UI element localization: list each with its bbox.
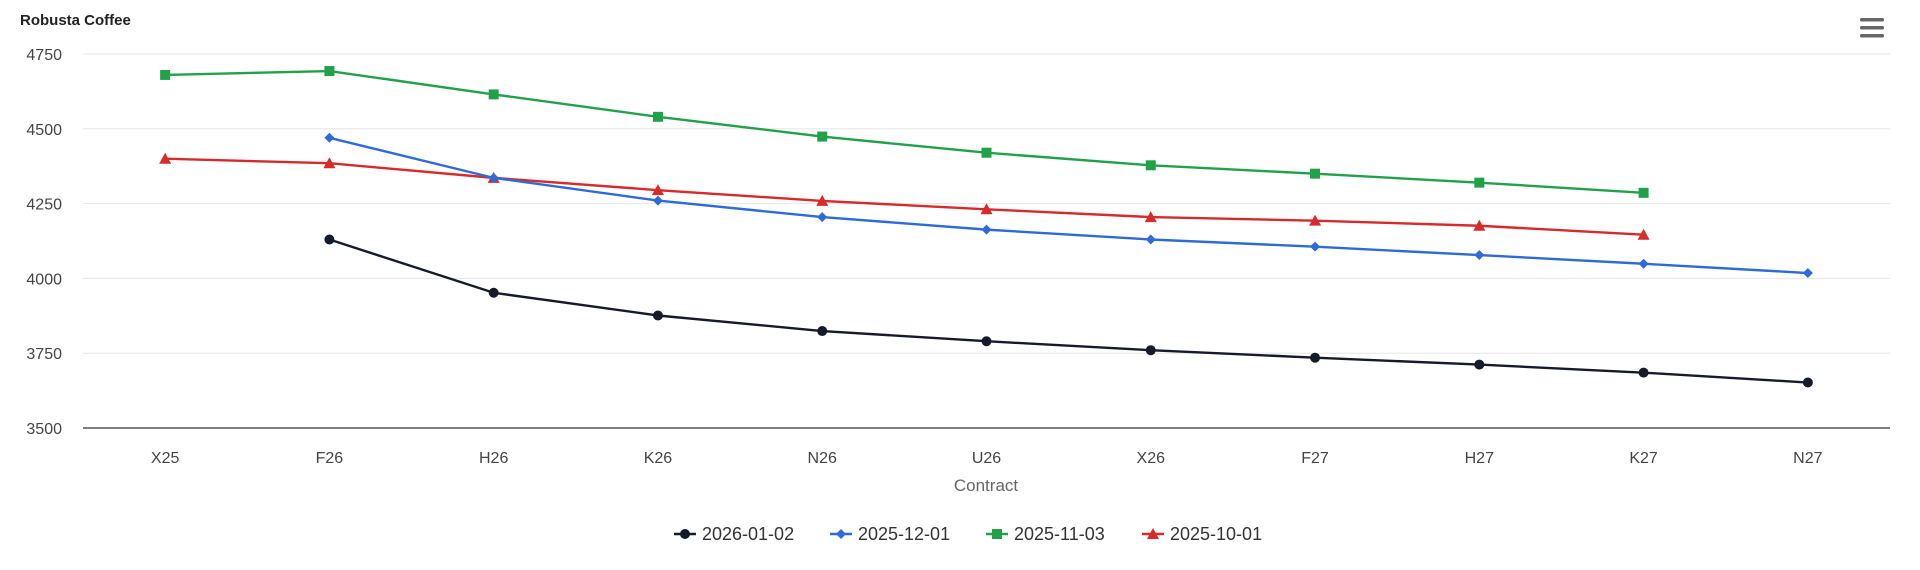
data-point[interactable]	[1144, 211, 1157, 223]
x-tick-label: K27	[1629, 450, 1658, 467]
x-tick-label: X25	[151, 450, 180, 467]
legend-symbol	[836, 529, 846, 539]
x-tick-label: H26	[479, 450, 508, 467]
y-tick-label: 3750	[26, 346, 62, 363]
x-tick-label: U26	[972, 450, 1001, 467]
data-point[interactable]	[1145, 160, 1156, 171]
data-point[interactable]	[980, 203, 993, 215]
data-point[interactable]	[981, 336, 992, 347]
data-point[interactable]	[652, 111, 663, 122]
y-tick-label: 4750	[26, 47, 62, 64]
data-point[interactable]	[817, 212, 828, 223]
x-tick-label: N26	[808, 450, 837, 467]
data-point[interactable]	[488, 89, 499, 100]
data-point[interactable]	[652, 195, 663, 206]
data-point[interactable]	[1474, 250, 1485, 261]
legend-label: 2025-10-01	[1170, 524, 1262, 544]
y-tick-label: 4500	[26, 122, 62, 139]
data-point[interactable]	[324, 66, 335, 77]
data-point[interactable]	[1637, 228, 1650, 240]
x-tick-label: F27	[1301, 450, 1329, 467]
data-point[interactable]	[1310, 241, 1321, 252]
series-line	[165, 69, 1644, 195]
data-point[interactable]	[981, 147, 992, 158]
data-point[interactable]	[1474, 177, 1485, 188]
legend-item[interactable]: 2025-10-01	[1142, 524, 1262, 544]
legend-item[interactable]: 2025-11-03	[986, 524, 1105, 544]
series-2025-12-01	[324, 132, 1813, 279]
legend-symbol	[680, 529, 690, 539]
legend-item[interactable]: 2025-12-01	[830, 524, 950, 544]
x-tick-label: F26	[316, 450, 344, 467]
y-tick-label: 3500	[26, 421, 62, 438]
x-axis: X25 F26 H26 K26 N26 U26 X26 F27 H27 K27 N27	[83, 427, 1890, 467]
data-point[interactable]	[1309, 214, 1322, 226]
data-point[interactable]	[324, 132, 335, 143]
legend: 2026-01-02 2025-12-01 2025-11-03 2025-10-01	[674, 524, 1262, 544]
legend-symbol	[992, 529, 1002, 539]
data-point[interactable]	[323, 157, 336, 169]
x-tick-label: X26	[1137, 450, 1166, 467]
data-point[interactable]	[1638, 367, 1649, 378]
data-point[interactable]	[1145, 345, 1156, 356]
data-point[interactable]	[651, 184, 664, 196]
y-tick-label: 4250	[26, 197, 62, 214]
data-point[interactable]	[816, 194, 829, 206]
data-point[interactable]	[324, 234, 335, 245]
data-point[interactable]	[488, 172, 499, 183]
legend-label: 2025-11-03	[1014, 524, 1105, 544]
data-point[interactable]	[1802, 377, 1813, 388]
series-2026-01-02	[324, 234, 1813, 388]
data-point[interactable]	[1802, 268, 1813, 279]
data-point[interactable]	[817, 131, 828, 142]
series	[159, 66, 1813, 388]
x-tick-label: N27	[1793, 450, 1822, 467]
x-axis-title: Contract	[954, 476, 1019, 495]
series-2025-11-03	[160, 66, 1649, 198]
series-line	[329, 238, 1808, 384]
y-axis: 3500 3750 4000 4250 4500 4750	[26, 47, 62, 438]
data-point[interactable]	[981, 224, 992, 235]
chart-title: Robusta Coffee	[20, 12, 131, 29]
data-point[interactable]	[160, 69, 171, 80]
series-line	[165, 157, 1644, 236]
hamburger-menu-icon[interactable]	[1856, 14, 1888, 42]
series-line	[329, 136, 1808, 275]
data-point[interactable]	[817, 326, 828, 337]
y-tick-label: 4000	[26, 271, 62, 288]
x-tick-label: K26	[644, 450, 673, 467]
data-point[interactable]	[1310, 168, 1321, 179]
data-point[interactable]	[1145, 234, 1156, 245]
data-point[interactable]	[1474, 359, 1485, 370]
legend-label: 2026-01-02	[702, 524, 794, 544]
data-point[interactable]	[1473, 219, 1486, 231]
data-point[interactable]	[1638, 258, 1649, 269]
data-point[interactable]	[1638, 187, 1649, 198]
x-tick-label: H27	[1465, 450, 1494, 467]
legend-label: 2025-12-01	[858, 524, 950, 544]
series-2025-10-01	[159, 152, 1650, 240]
data-point[interactable]	[488, 287, 499, 298]
legend-item[interactable]: 2026-01-02	[674, 524, 794, 544]
data-point[interactable]	[652, 310, 663, 321]
legend-symbol	[1147, 528, 1159, 539]
data-point[interactable]	[1310, 352, 1321, 363]
data-point[interactable]	[159, 152, 172, 164]
